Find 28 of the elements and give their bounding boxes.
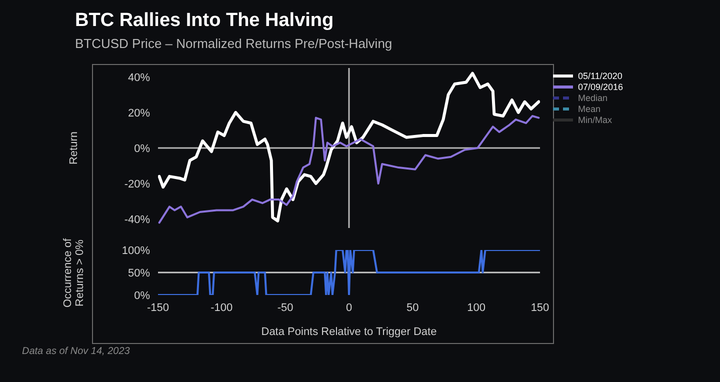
legend-label: Mean — [578, 104, 601, 114]
y-tick-label: -20% — [124, 178, 150, 190]
y-axis-title: Return — [68, 131, 80, 165]
x-tick-label: 50 — [406, 302, 419, 314]
y-tick-label: 40% — [128, 72, 150, 84]
y-tick-label: 50% — [128, 267, 150, 280]
y-tick-label: 0% — [134, 290, 150, 302]
y-tick-label: -40% — [124, 214, 150, 226]
y-tick-label: 20% — [128, 107, 150, 120]
legend-label: 07/09/2016 — [578, 82, 624, 92]
text: Data as of Nov 14, 2023 — [22, 346, 130, 357]
chart-subtitle: BTCUSD Price – Normalized Returns Pre/Post-Halving — [75, 36, 392, 51]
x-tick-label: 150 — [530, 302, 550, 314]
y-tick-label: 0% — [134, 142, 150, 155]
x-tick-label: -50 — [277, 302, 294, 314]
x-tick-label: 100 — [467, 302, 486, 314]
x-tick-label: -150 — [146, 302, 170, 314]
x-axis-title: Data Points Relative to Trigger Date — [261, 326, 437, 338]
y-tick-label: 100% — [122, 244, 150, 257]
chart-title: BTC Rallies Into The Halving — [75, 10, 334, 32]
y-axis-title: Occurrence of Returns > 0% — [62, 238, 86, 308]
legend-label: 05/11/2020 — [578, 70, 622, 80]
line-series — [158, 72, 540, 222]
line-series — [158, 115, 540, 224]
x-tick-label: -100 — [210, 302, 233, 314]
legend-label: Median — [578, 92, 608, 102]
legend-label: Min/Max — [578, 114, 612, 124]
x-tick-label: 0 — [346, 302, 352, 314]
